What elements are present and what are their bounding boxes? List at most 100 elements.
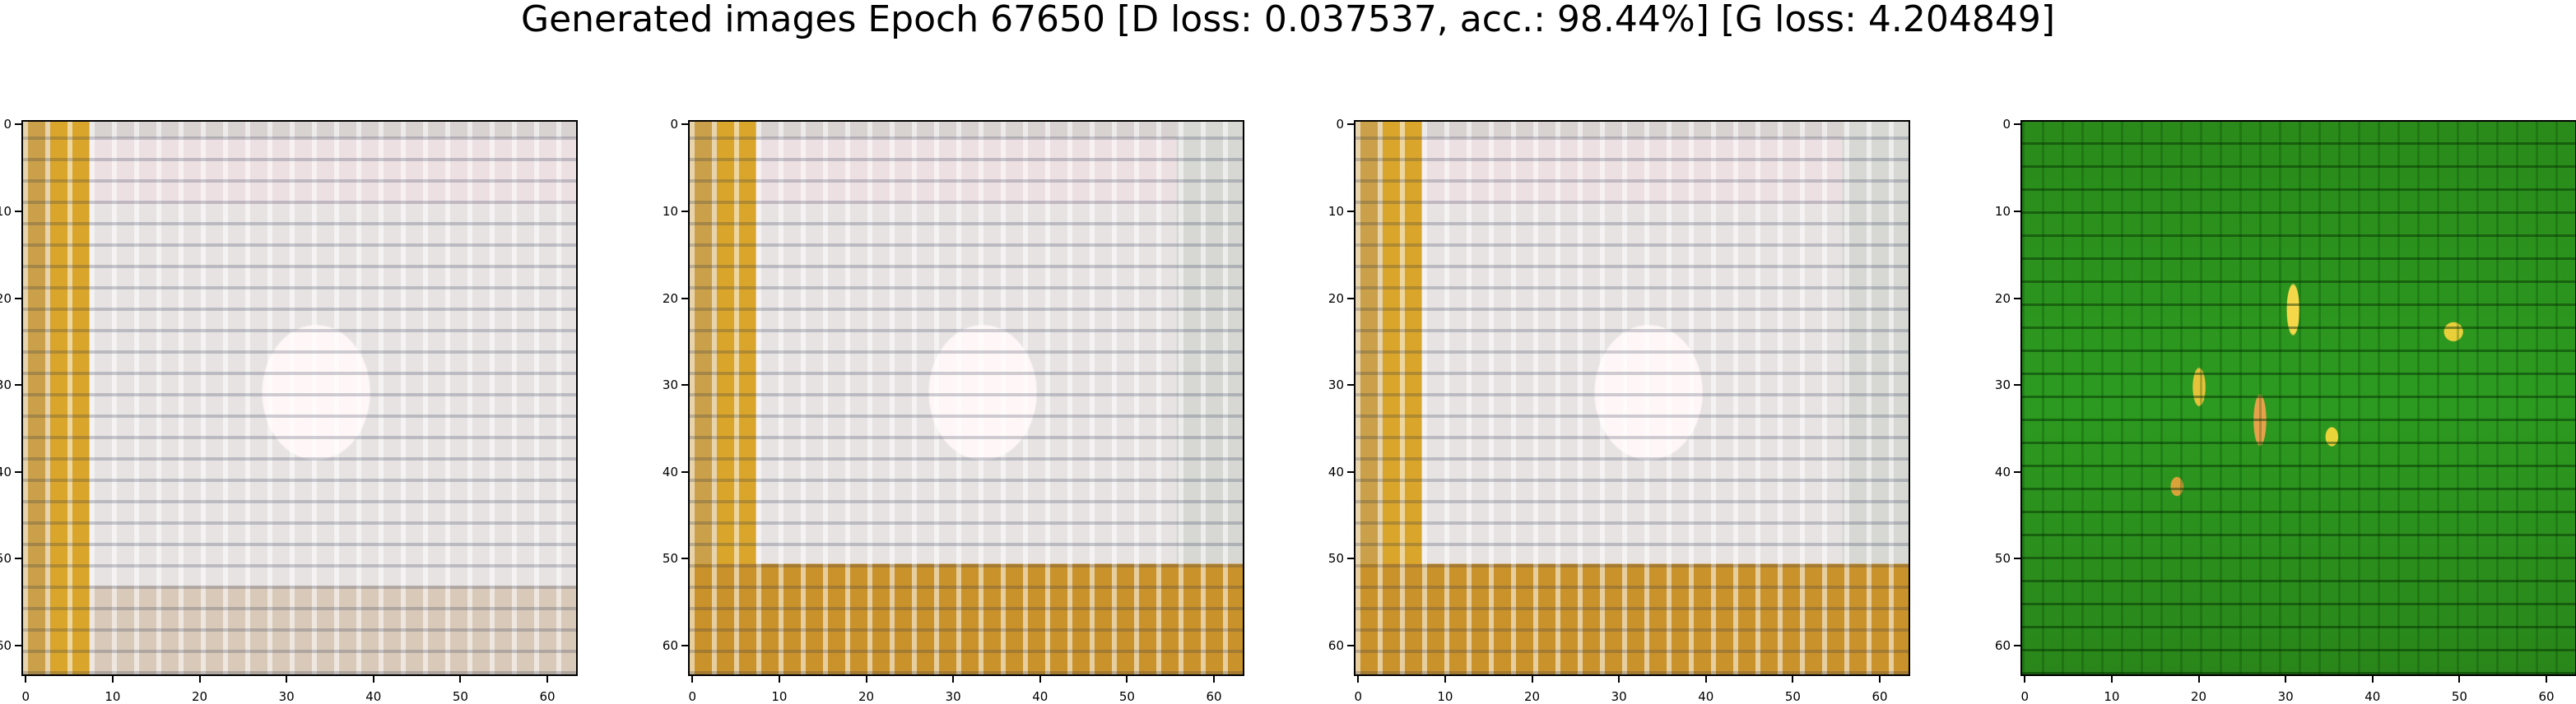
x-tick-mark — [546, 676, 549, 683]
y-tick-mark — [681, 470, 688, 473]
y-tick-mark — [2014, 645, 2020, 647]
y-tick-mark — [681, 123, 688, 126]
x-tick-mark — [2024, 676, 2026, 683]
y-tick-mark — [1347, 558, 1354, 560]
image-panel-2: 0 0 10 10 20 20 30 30 40 40 50 50 60 60 — [663, 117, 1244, 704]
x-tick-label: 50 — [1118, 689, 1135, 704]
x-tick-mark — [198, 676, 201, 683]
y-tick-mark — [681, 384, 688, 387]
figure-title: Generated images Epoch 67650 [D loss: 0.… — [520, 0, 2056, 40]
x-tick-mark — [459, 676, 462, 683]
x-tick-label: 0 — [688, 689, 697, 704]
y-tick-label: 50 — [1328, 551, 1344, 567]
x-tick-label: 50 — [452, 689, 468, 704]
generated-image-4 — [2020, 120, 2576, 676]
y-tick-mark — [2014, 384, 2020, 387]
x-tick-label: 30 — [1611, 689, 1627, 704]
x-tick-label: 10 — [771, 689, 788, 704]
x-tick-label: 60 — [539, 689, 556, 704]
x-tick-label: 30 — [2277, 689, 2294, 704]
y-tick-label: 20 — [0, 290, 12, 306]
x-tick-mark — [2197, 676, 2200, 683]
x-tick-mark — [111, 676, 114, 683]
x-tick-label: 60 — [1206, 689, 1222, 704]
y-tick-label: 30 — [0, 377, 12, 393]
image-panel-4: 0 0 10 10 20 20 30 30 40 40 50 50 60 60 — [1995, 117, 2576, 704]
x-tick-label: 30 — [278, 689, 295, 704]
x-tick-mark — [1704, 676, 1707, 683]
image-panel-3: 0 0 10 10 20 20 30 30 40 40 50 50 60 60 — [1328, 117, 1910, 704]
y-tick-mark — [1347, 645, 1354, 647]
y-tick-label: 10 — [1328, 203, 1344, 219]
y-tick-mark — [2014, 558, 2020, 560]
y-tick-label: 10 — [1994, 203, 2011, 219]
x-tick-mark — [2110, 676, 2113, 683]
x-tick-mark — [1444, 676, 1446, 683]
y-tick-mark — [1347, 470, 1354, 473]
y-tick-mark — [681, 210, 688, 212]
x-tick-mark — [2546, 676, 2548, 683]
y-tick-mark — [1347, 123, 1354, 126]
x-tick-mark — [2285, 676, 2287, 683]
image-panel-1: 0 0 10 10 20 20 30 30 40 40 50 50 60 60 — [0, 117, 578, 704]
x-tick-label: 40 — [2364, 689, 2381, 704]
y-tick-mark — [15, 297, 21, 299]
x-tick-label: 10 — [105, 689, 121, 704]
x-tick-mark — [952, 676, 955, 683]
y-tick-mark — [681, 645, 688, 647]
generated-image-2 — [688, 120, 1244, 676]
y-tick-label: 60 — [1328, 638, 1344, 654]
y-tick-label: 10 — [0, 203, 12, 219]
y-tick-mark — [2014, 210, 2020, 212]
y-tick-label: 10 — [662, 203, 678, 219]
y-tick-label: 50 — [0, 551, 12, 567]
y-tick-label: 0 — [670, 117, 678, 132]
y-tick-label: 30 — [662, 377, 678, 393]
y-tick-label: 60 — [0, 638, 12, 654]
x-tick-mark — [1126, 676, 1128, 683]
x-tick-mark — [1618, 676, 1620, 683]
x-tick-label: 50 — [2451, 689, 2467, 704]
x-tick-mark — [286, 676, 288, 683]
x-tick-mark — [2371, 676, 2374, 683]
y-tick-mark — [15, 558, 21, 560]
y-tick-label: 50 — [662, 551, 678, 567]
y-tick-mark — [681, 297, 688, 299]
y-tick-mark — [15, 470, 21, 473]
x-tick-label: 20 — [191, 689, 208, 704]
x-tick-label: 20 — [1523, 689, 1541, 704]
x-tick-label: 10 — [2104, 689, 2120, 704]
y-tick-label: 0 — [1336, 117, 1344, 132]
y-tick-label: 40 — [0, 464, 12, 479]
y-tick-mark — [2014, 470, 2020, 473]
x-tick-mark — [1213, 676, 1216, 683]
x-tick-label: 20 — [2190, 689, 2207, 704]
y-tick-label: 20 — [662, 290, 678, 306]
x-tick-mark — [25, 676, 27, 683]
x-tick-label: 50 — [1784, 689, 1801, 704]
y-tick-label: 50 — [1994, 551, 2011, 567]
x-tick-mark — [865, 676, 867, 683]
y-tick-mark — [1347, 210, 1354, 212]
y-tick-label: 0 — [3, 117, 12, 132]
y-tick-mark — [1347, 297, 1354, 299]
y-tick-mark — [2014, 297, 2020, 299]
x-tick-label: 20 — [858, 689, 875, 704]
x-tick-label: 40 — [1032, 689, 1049, 704]
x-tick-mark — [778, 676, 780, 683]
y-tick-mark — [2014, 123, 2020, 126]
generated-image-3 — [1354, 120, 1910, 676]
x-tick-label: 0 — [21, 689, 30, 704]
generated-image-1 — [21, 120, 578, 676]
y-tick-label: 30 — [1994, 377, 2011, 393]
x-tick-label: 60 — [1872, 689, 1888, 704]
y-tick-mark — [15, 384, 21, 387]
y-tick-label: 40 — [1994, 464, 2011, 479]
y-tick-label: 60 — [1994, 638, 2011, 654]
x-tick-label: 30 — [945, 689, 961, 704]
y-tick-mark — [15, 645, 21, 647]
y-tick-label: 40 — [1328, 464, 1344, 479]
x-tick-label: 0 — [2020, 689, 2030, 704]
x-tick-mark — [1879, 676, 1881, 683]
y-tick-label: 20 — [1994, 290, 2011, 306]
